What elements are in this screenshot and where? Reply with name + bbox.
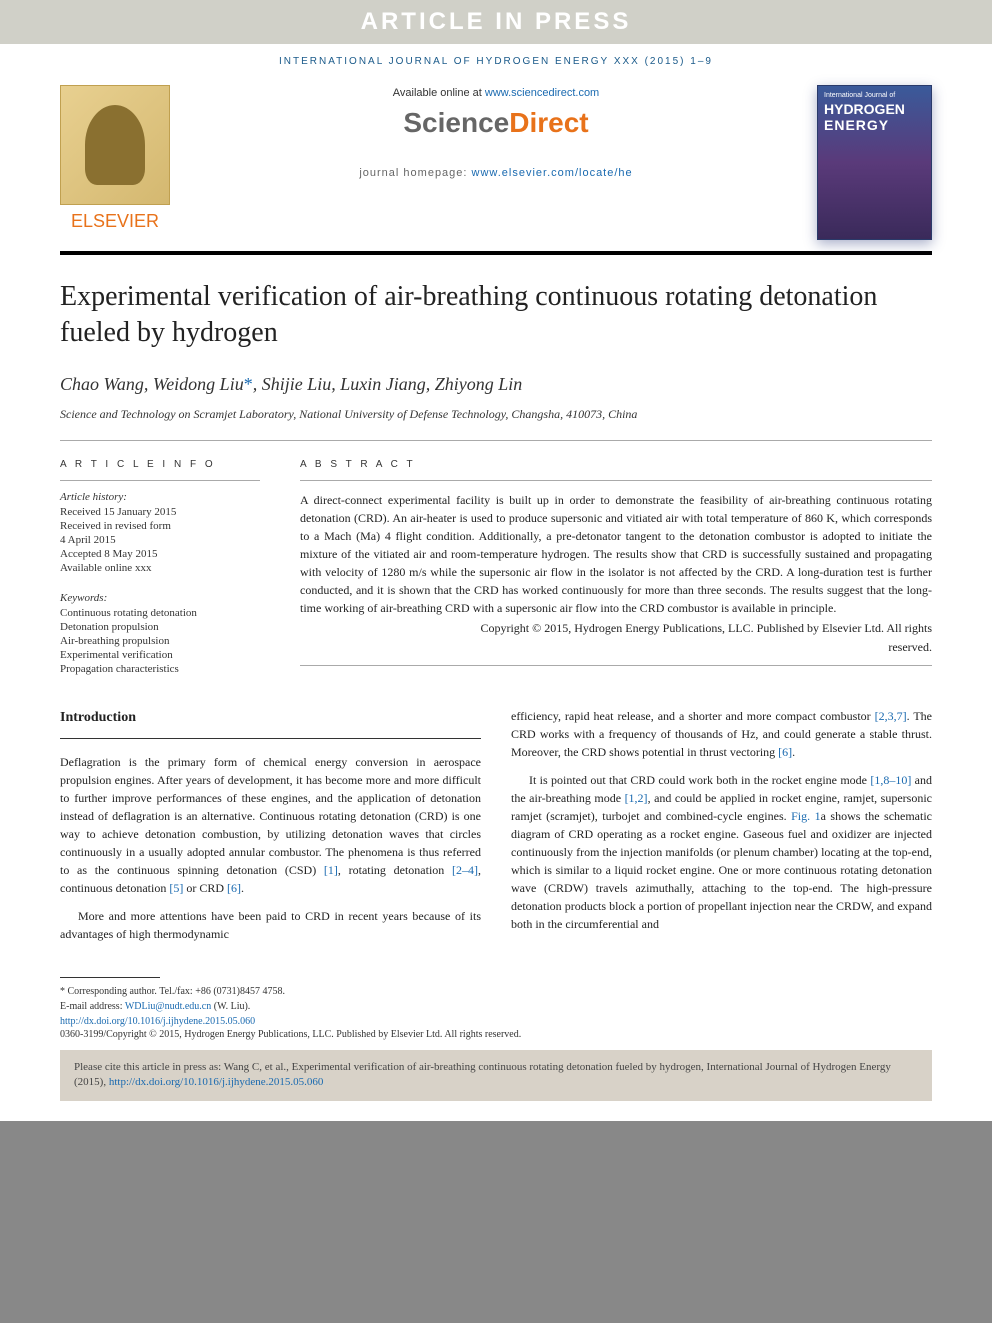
divider-top [60, 440, 932, 441]
column-right: efficiency, rapid heat release, and a sh… [511, 707, 932, 953]
online-date: Available online xxx [60, 562, 260, 574]
ref-link-1-8-10[interactable]: [1,8–10] [870, 773, 911, 787]
sciencedirect-logo: ScienceDirect [190, 107, 802, 139]
keyword-5: Propagation characteristics [60, 663, 260, 675]
sciencedirect-link[interactable]: www.sciencedirect.com [485, 87, 599, 99]
abstract-text: A direct-connect experimental facility i… [300, 491, 932, 617]
copyright-line2: reserved. [300, 640, 932, 655]
page: ARTICLE IN PRESS INTERNATIONAL JOURNAL O… [0, 0, 992, 1121]
received-date: Received 15 January 2015 [60, 506, 260, 518]
accepted-date: Accepted 8 May 2015 [60, 548, 260, 560]
elsevier-logo: ELSEVIER [60, 85, 170, 235]
keyword-4: Experimental verification [60, 649, 260, 661]
ref-link-237[interactable]: [2,3,7] [875, 709, 907, 723]
article-info-block: A R T I C L E I N F O Article history: R… [60, 459, 260, 677]
authors-text: Chao Wang, Weidong Liu*, Shijie Liu, Lux… [60, 374, 522, 394]
journal-homepage-text: journal homepage: www.elsevier.com/locat… [190, 167, 802, 179]
article-title: Experimental verification of air-breathi… [60, 279, 932, 352]
doi-link[interactable]: http://dx.doi.org/10.1016/j.ijhydene.201… [60, 1016, 255, 1027]
available-prefix: Available online at [393, 87, 485, 99]
elsevier-tree-icon [60, 85, 170, 205]
corresponding-star-icon: * [244, 374, 253, 394]
introduction-heading: Introduction [60, 707, 481, 728]
email-link[interactable]: WDLiu@nudt.edu.cn [125, 1001, 211, 1012]
column-left: Introduction Deflagration is the primary… [60, 707, 481, 953]
footnote-separator [60, 977, 160, 978]
article-info-heading: A R T I C L E I N F O [60, 459, 260, 470]
header-box: ELSEVIER International Journal of HYDROG… [60, 75, 932, 255]
keyword-3: Air-breathing propulsion [60, 635, 260, 647]
issn-copyright-line: 0360-3199/Copyright © 2015, Hydrogen Ene… [60, 1029, 932, 1040]
header-center: Available online at www.sciencedirect.co… [60, 87, 932, 179]
cover-line3: ENERGY [824, 117, 925, 133]
title-block: Experimental verification of air-breathi… [60, 279, 932, 352]
authors-line: Chao Wang, Weidong Liu*, Shijie Liu, Lux… [60, 374, 932, 395]
ref-link-1[interactable]: [1] [324, 863, 338, 877]
intro-para-2: More and more attentions have been paid … [60, 907, 481, 943]
info-abstract-row: A R T I C L E I N F O Article history: R… [60, 459, 932, 677]
citation-box: Please cite this article in press as: Wa… [60, 1050, 932, 1101]
ref-link-1-2[interactable]: [1,2] [625, 791, 648, 805]
fig-1-link[interactable]: Fig. 1 [791, 809, 821, 823]
ref-link-6[interactable]: [6] [227, 881, 241, 895]
ref-link-5[interactable]: [5] [169, 881, 183, 895]
corresponding-author-footnote: * Corresponding author. Tel./fax: +86 (0… [60, 986, 932, 997]
body-columns: Introduction Deflagration is the primary… [60, 707, 932, 953]
available-online-text: Available online at www.sciencedirect.co… [190, 87, 802, 99]
intro-para-1: Deflagration is the primary form of chem… [60, 753, 481, 897]
sd-logo-science: Science [403, 107, 509, 138]
elsevier-label: ELSEVIER [60, 211, 170, 232]
email-footnote: E-mail address: WDLiu@nudt.edu.cn (W. Li… [60, 1001, 932, 1012]
keyword-2: Detonation propulsion [60, 621, 260, 633]
journal-reference: INTERNATIONAL JOURNAL OF HYDROGEN ENERGY… [0, 44, 992, 75]
col2-para-1: efficiency, rapid heat release, and a sh… [511, 707, 932, 761]
journal-homepage-link[interactable]: www.elsevier.com/locate/he [472, 167, 633, 179]
citation-doi-link[interactable]: http://dx.doi.org/10.1016/j.ijhydene.201… [109, 1076, 324, 1088]
revised-line2: 4 April 2015 [60, 534, 260, 546]
copyright-line1: Copyright © 2015, Hydrogen Energy Public… [300, 621, 932, 636]
doi-line: http://dx.doi.org/10.1016/j.ijhydene.201… [60, 1016, 932, 1027]
col2-para-2: It is pointed out that CRD could work bo… [511, 771, 932, 933]
sd-logo-direct: Direct [509, 107, 588, 138]
article-in-press-banner: ARTICLE IN PRESS [0, 0, 992, 44]
affiliation: Science and Technology on Scramjet Labor… [60, 407, 932, 422]
keywords-block: Keywords: Continuous rotating detonation… [60, 592, 260, 675]
ref-link-6b[interactable]: [6] [778, 745, 792, 759]
cover-line1: International Journal of [824, 92, 925, 99]
homepage-prefix: journal homepage: [359, 167, 471, 179]
cover-line2: HYDROGEN [824, 101, 925, 117]
abstract-heading: A B S T R A C T [300, 459, 932, 470]
keyword-1: Continuous rotating detonation [60, 607, 260, 619]
banner-text: ARTICLE IN PRESS [361, 8, 632, 35]
abstract-block: A B S T R A C T A direct-connect experim… [300, 459, 932, 677]
ref-link-2-4[interactable]: [2–4] [452, 863, 478, 877]
journal-cover-thumbnail: International Journal of HYDROGEN ENERGY [817, 85, 932, 240]
history-label: Article history: [60, 491, 260, 503]
revised-line1: Received in revised form [60, 520, 260, 532]
keywords-label: Keywords: [60, 592, 260, 604]
